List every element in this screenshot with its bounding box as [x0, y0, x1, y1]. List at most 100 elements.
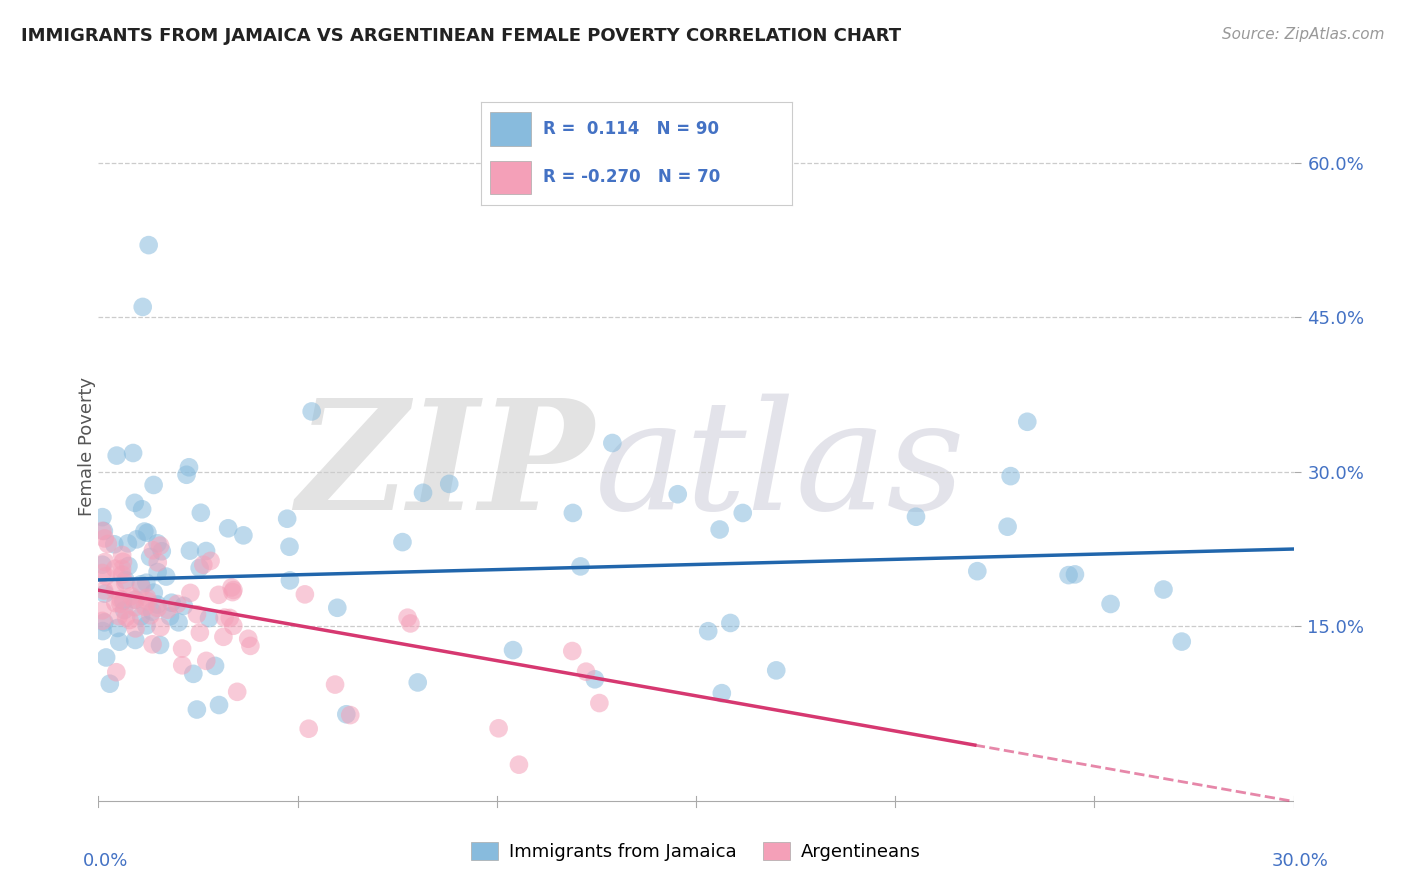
Point [1064, 567, 1087, 582]
Point [111, 555, 134, 569]
Point [110, 592, 132, 607]
Point [136, 591, 159, 605]
Point [904, 509, 927, 524]
Point [142, 543, 165, 558]
Point [131, 502, 153, 516]
Point [200, 554, 222, 568]
Point [217, 521, 239, 535]
Point [569, 559, 592, 574]
Point [141, 605, 163, 619]
Point [159, 609, 181, 624]
Point [110, 597, 132, 611]
Point [129, 577, 152, 591]
Point [294, 587, 316, 601]
Point [221, 585, 243, 599]
Point [218, 611, 240, 625]
Point [1000, 469, 1022, 483]
Point [94, 650, 117, 665]
Point [142, 637, 165, 651]
Point [139, 549, 162, 564]
Point [146, 601, 169, 615]
Text: atlas: atlas [595, 393, 966, 542]
Point [138, 238, 160, 252]
Point [139, 608, 162, 623]
Point [709, 523, 731, 537]
Point [583, 673, 606, 687]
Point [212, 630, 235, 644]
Point [1153, 582, 1175, 597]
Text: Source: ZipAtlas.com: Source: ZipAtlas.com [1222, 27, 1385, 42]
Point [190, 506, 212, 520]
Point [195, 544, 218, 558]
Point [575, 665, 598, 679]
Point [112, 594, 135, 608]
Point [125, 533, 148, 547]
Point [323, 677, 346, 691]
Point [104, 562, 127, 576]
Point [439, 476, 461, 491]
Point [97, 537, 120, 551]
Point [179, 586, 201, 600]
Point [93, 615, 115, 630]
Point [214, 610, 236, 624]
Point [124, 592, 146, 607]
Point [188, 625, 211, 640]
Point [765, 664, 787, 678]
Point [160, 596, 183, 610]
Point [134, 524, 156, 539]
Point [1099, 597, 1122, 611]
Point [176, 467, 198, 482]
Point [112, 603, 135, 617]
Point [226, 685, 249, 699]
Point [1171, 634, 1194, 648]
Point [155, 569, 177, 583]
Point [326, 600, 349, 615]
Point [114, 573, 136, 587]
Point [399, 616, 422, 631]
Point [298, 722, 321, 736]
Point [221, 581, 243, 595]
Point [131, 581, 153, 595]
Point [124, 632, 146, 647]
Point [150, 544, 173, 558]
Point [186, 607, 208, 622]
Point [114, 576, 136, 591]
Point [697, 624, 720, 639]
Point [1017, 415, 1039, 429]
Point [208, 588, 231, 602]
Point [997, 519, 1019, 533]
Point [91, 603, 114, 617]
Point [335, 707, 357, 722]
Point [339, 708, 361, 723]
Point [136, 525, 159, 540]
Point [188, 561, 211, 575]
Point [108, 634, 131, 648]
Point [488, 721, 510, 735]
Point [142, 585, 165, 599]
Point [115, 610, 138, 624]
Point [195, 654, 218, 668]
Point [602, 436, 624, 450]
Point [391, 535, 413, 549]
Point [666, 487, 689, 501]
Point [105, 665, 128, 680]
Point [104, 596, 127, 610]
Point [149, 638, 172, 652]
Point [412, 485, 434, 500]
Point [222, 619, 245, 633]
Point [156, 603, 179, 617]
Point [124, 496, 146, 510]
Point [91, 524, 114, 538]
Point [396, 610, 419, 624]
Point [166, 597, 188, 611]
Point [146, 555, 169, 569]
Point [146, 536, 169, 550]
Point [94, 569, 117, 583]
Point [149, 539, 172, 553]
Point [208, 698, 231, 712]
Point [103, 537, 125, 551]
Point [132, 300, 155, 314]
Point [117, 558, 139, 573]
Point [146, 565, 169, 579]
Point [710, 686, 733, 700]
